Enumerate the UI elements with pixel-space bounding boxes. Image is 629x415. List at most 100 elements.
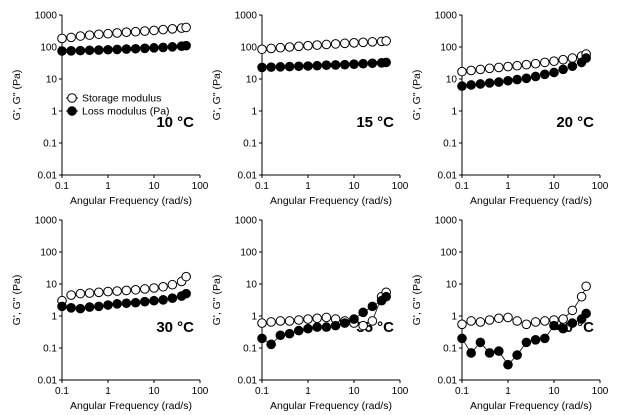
- x-tick-label: 0.1: [55, 386, 69, 397]
- x-tick-label: 100: [392, 386, 409, 397]
- y-tick-label: 100: [40, 43, 57, 54]
- y-axis-label: G', G" (Pa): [211, 70, 223, 121]
- data-point-storage: [485, 64, 494, 73]
- data-point-storage: [522, 60, 531, 69]
- x-tick-label: 0.1: [455, 181, 469, 192]
- data-point-loss: [95, 46, 104, 55]
- data-point-storage: [458, 67, 467, 76]
- data-point-loss: [76, 46, 85, 55]
- x-axis-label: Angular Frequency (rad/s): [270, 400, 392, 412]
- data-point-storage: [495, 314, 504, 323]
- data-point-storage: [350, 39, 359, 48]
- data-point-storage: [304, 41, 313, 50]
- x-tick-label: 10: [548, 386, 560, 397]
- x-tick-label: 10: [148, 386, 160, 397]
- data-point-loss: [350, 60, 359, 69]
- data-point-storage: [58, 34, 67, 43]
- data-point-storage: [476, 65, 485, 74]
- x-axis-label: Angular Frequency (rad/s): [70, 400, 192, 412]
- y-tick-label: 0.1: [443, 139, 457, 150]
- x-axis-label: Angular Frequency (rad/s): [470, 195, 592, 207]
- chart-panel-20C: 0.010.111010010000.1 1 10 100Angular Freque…: [411, 11, 609, 208]
- chart-panel-15C: 0.010.111010010000.1 1 10 100Angular Freque…: [211, 11, 409, 208]
- data-point-loss: [513, 351, 522, 360]
- y-tick-label: 1000: [235, 216, 258, 227]
- data-point-loss: [295, 62, 304, 71]
- data-point-storage: [568, 306, 577, 315]
- data-point-loss: [295, 326, 304, 335]
- data-point-loss: [513, 75, 522, 84]
- data-point-storage: [382, 37, 391, 46]
- data-point-storage: [485, 316, 494, 325]
- y-tick-label: 0.1: [443, 344, 457, 355]
- data-point-storage: [341, 39, 350, 48]
- chart-panel-40C: 0.010.111010010000.1 1 10 100Angular Freque…: [411, 216, 609, 413]
- data-point-loss: [485, 349, 494, 358]
- data-point-storage: [495, 63, 504, 72]
- data-point-storage: [531, 318, 540, 327]
- data-point-loss: [331, 321, 340, 330]
- data-point-storage: [67, 33, 76, 42]
- data-point-storage: [276, 43, 285, 52]
- data-point-storage: [504, 62, 513, 71]
- data-point-storage: [582, 282, 591, 291]
- data-point-storage: [141, 27, 150, 36]
- x-tick-label: 1: [305, 386, 311, 397]
- data-point-loss: [559, 65, 568, 74]
- data-point-loss: [131, 44, 140, 53]
- data-point-loss: [67, 304, 76, 313]
- data-point-loss: [95, 302, 104, 311]
- data-point-storage: [122, 286, 131, 295]
- data-point-loss: [382, 58, 391, 67]
- data-point-loss: [104, 45, 113, 54]
- x-tick-label: 1: [105, 386, 111, 397]
- data-point-loss: [531, 336, 540, 345]
- y-tick-label: 1: [451, 312, 457, 323]
- data-point-storage: [577, 292, 586, 301]
- data-point-loss: [458, 334, 467, 343]
- data-point-storage: [159, 282, 168, 291]
- data-point-storage: [113, 29, 122, 38]
- data-point-loss: [285, 329, 294, 338]
- data-point-storage: [122, 28, 131, 37]
- data-point-storage: [182, 23, 191, 32]
- data-point-loss: [182, 41, 191, 50]
- data-point-storage: [258, 319, 267, 328]
- data-point-storage: [168, 25, 177, 34]
- y-tick-label: 0.1: [43, 139, 57, 150]
- data-point-loss: [541, 334, 550, 343]
- y-axis-label: G', G" (Pa): [11, 70, 23, 121]
- data-point-loss: [331, 61, 340, 70]
- x-axis-label: Angular Frequency (rad/s): [70, 195, 192, 207]
- data-point-storage: [559, 315, 568, 324]
- y-tick-label: 0.01: [238, 376, 258, 387]
- data-point-loss: [113, 300, 122, 309]
- data-point-loss: [568, 62, 577, 71]
- data-point-loss: [550, 321, 559, 330]
- y-axis-label: G', G" (Pa): [211, 275, 223, 326]
- data-point-storage: [131, 27, 140, 36]
- x-tick-label: 0.1: [455, 386, 469, 397]
- y-tick-label: 1000: [35, 11, 58, 22]
- data-point-loss: [276, 331, 285, 340]
- data-point-storage: [67, 291, 76, 300]
- data-point-storage: [541, 58, 550, 67]
- y-tick-label: 100: [40, 248, 57, 259]
- data-point-storage: [322, 40, 331, 49]
- y-tick-label: 0.01: [38, 171, 58, 182]
- data-point-storage: [513, 317, 522, 326]
- data-point-loss: [341, 60, 350, 69]
- data-point-loss: [550, 68, 559, 77]
- data-point-loss: [582, 309, 591, 318]
- y-tick-label: 100: [440, 248, 457, 259]
- data-point-loss: [485, 79, 494, 88]
- data-point-loss: [85, 46, 94, 55]
- data-point-storage: [313, 314, 322, 323]
- data-point-loss: [267, 340, 276, 349]
- legend-label-storage: Storage modulus: [82, 93, 161, 105]
- y-axis-label: G', G" (Pa): [411, 70, 423, 121]
- data-point-loss: [182, 289, 191, 298]
- data-point-storage: [541, 317, 550, 326]
